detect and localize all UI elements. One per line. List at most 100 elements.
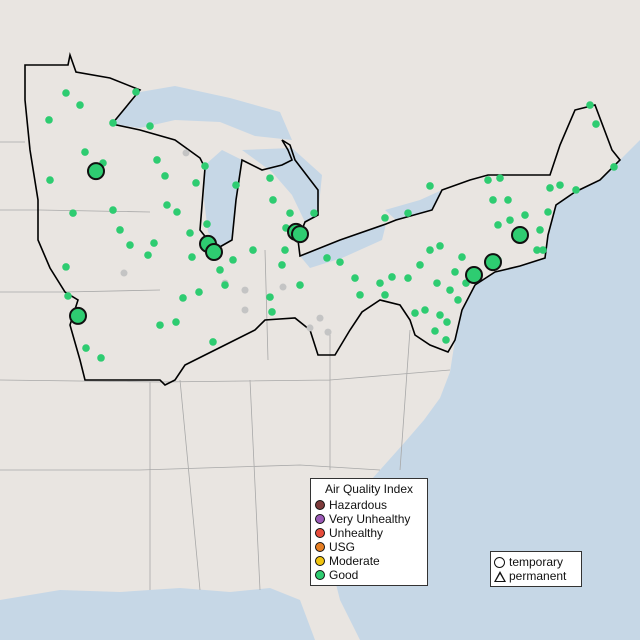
good-site-marker[interactable]: [201, 162, 209, 170]
good-site-marker[interactable]: [45, 116, 53, 124]
good-site-marker[interactable]: [62, 89, 70, 97]
good-site-marker[interactable]: [426, 246, 434, 254]
good-site-marker[interactable]: [504, 196, 512, 204]
good-site-marker[interactable]: [310, 209, 318, 217]
good-site-marker[interactable]: [76, 101, 84, 109]
good-site-marker[interactable]: [153, 156, 161, 164]
good-site-marker[interactable]: [431, 327, 439, 335]
good-site-marker[interactable]: [442, 336, 450, 344]
good-site-marker[interactable]: [586, 101, 594, 109]
good-site-marker[interactable]: [592, 120, 600, 128]
inactive-site-marker[interactable]: [316, 314, 324, 322]
good-site-marker[interactable]: [451, 268, 459, 276]
good-site-marker[interactable]: [156, 321, 164, 329]
good-site-marker[interactable]: [351, 274, 359, 282]
good-site-marker[interactable]: [446, 286, 454, 294]
good-site-marker[interactable]: [381, 214, 389, 222]
good-site-marker[interactable]: [109, 119, 117, 127]
good-site-marker[interactable]: [521, 211, 529, 219]
good-site-marker[interactable]: [356, 291, 364, 299]
good-temporary-site-marker[interactable]: [87, 162, 105, 181]
good-site-marker[interactable]: [454, 296, 462, 304]
good-temporary-site-marker[interactable]: [511, 225, 529, 244]
good-site-marker[interactable]: [572, 186, 580, 194]
good-site-marker[interactable]: [116, 226, 124, 234]
good-site-marker[interactable]: [544, 208, 552, 216]
good-site-marker[interactable]: [269, 196, 277, 204]
inactive-site-marker[interactable]: [306, 324, 314, 332]
good-site-marker[interactable]: [268, 308, 276, 316]
good-site-marker[interactable]: [376, 279, 384, 287]
good-site-marker[interactable]: [278, 261, 286, 269]
good-site-marker[interactable]: [433, 279, 441, 287]
good-site-marker[interactable]: [81, 148, 89, 156]
inactive-site-marker[interactable]: [182, 149, 190, 157]
good-site-marker[interactable]: [221, 281, 229, 289]
good-site-marker[interactable]: [64, 292, 72, 300]
good-temporary-site-marker[interactable]: [484, 253, 502, 272]
good-site-marker[interactable]: [266, 174, 274, 182]
good-site-marker[interactable]: [533, 246, 541, 254]
good-site-marker[interactable]: [610, 163, 618, 171]
good-site-marker[interactable]: [195, 288, 203, 296]
good-temporary-site-marker[interactable]: [69, 306, 87, 325]
good-site-marker[interactable]: [426, 182, 434, 190]
good-site-marker[interactable]: [436, 242, 444, 250]
good-site-marker[interactable]: [249, 246, 257, 254]
good-site-marker[interactable]: [506, 216, 514, 224]
good-site-marker[interactable]: [229, 256, 237, 264]
good-site-marker[interactable]: [173, 208, 181, 216]
good-site-marker[interactable]: [186, 229, 194, 237]
good-site-marker[interactable]: [404, 274, 412, 282]
good-site-marker[interactable]: [188, 253, 196, 261]
good-site-marker[interactable]: [323, 254, 331, 262]
good-site-marker[interactable]: [381, 291, 389, 299]
good-site-marker[interactable]: [411, 309, 419, 317]
good-site-marker[interactable]: [443, 318, 451, 326]
inactive-site-marker[interactable]: [120, 269, 128, 277]
good-site-marker[interactable]: [336, 258, 344, 266]
good-site-marker[interactable]: [266, 293, 274, 301]
inactive-site-marker[interactable]: [279, 283, 287, 291]
good-site-marker[interactable]: [484, 176, 492, 184]
good-site-marker[interactable]: [496, 174, 504, 182]
good-site-marker[interactable]: [146, 122, 154, 130]
good-temporary-site-marker[interactable]: [465, 266, 483, 284]
inactive-site-marker[interactable]: [241, 286, 249, 294]
good-temporary-site-marker[interactable]: [291, 225, 309, 244]
good-site-marker[interactable]: [556, 181, 564, 189]
good-site-marker[interactable]: [536, 226, 544, 234]
good-site-marker[interactable]: [209, 338, 217, 346]
good-site-marker[interactable]: [163, 201, 171, 209]
good-temporary-site-marker[interactable]: [205, 243, 223, 262]
good-site-marker[interactable]: [150, 239, 158, 247]
good-site-marker[interactable]: [109, 206, 117, 214]
good-site-marker[interactable]: [216, 266, 224, 274]
good-site-marker[interactable]: [404, 209, 412, 217]
good-site-marker[interactable]: [286, 209, 294, 217]
good-site-marker[interactable]: [388, 273, 396, 281]
good-site-marker[interactable]: [494, 221, 502, 229]
good-site-marker[interactable]: [296, 281, 304, 289]
good-site-marker[interactable]: [179, 294, 187, 302]
good-site-marker[interactable]: [126, 241, 134, 249]
good-site-marker[interactable]: [539, 246, 547, 254]
inactive-site-marker[interactable]: [241, 306, 249, 314]
good-site-marker[interactable]: [546, 184, 554, 192]
good-site-marker[interactable]: [416, 261, 424, 269]
good-site-marker[interactable]: [203, 220, 211, 228]
good-site-marker[interactable]: [281, 246, 289, 254]
good-site-marker[interactable]: [82, 344, 90, 352]
good-site-marker[interactable]: [458, 253, 466, 261]
inactive-site-marker[interactable]: [324, 328, 332, 336]
good-site-marker[interactable]: [69, 209, 77, 217]
good-site-marker[interactable]: [161, 172, 169, 180]
good-site-marker[interactable]: [489, 196, 497, 204]
good-site-marker[interactable]: [132, 88, 140, 96]
good-site-marker[interactable]: [436, 311, 444, 319]
good-site-marker[interactable]: [46, 176, 54, 184]
good-site-marker[interactable]: [232, 181, 240, 189]
good-site-marker[interactable]: [144, 251, 152, 259]
good-site-marker[interactable]: [421, 306, 429, 314]
good-site-marker[interactable]: [97, 354, 105, 362]
